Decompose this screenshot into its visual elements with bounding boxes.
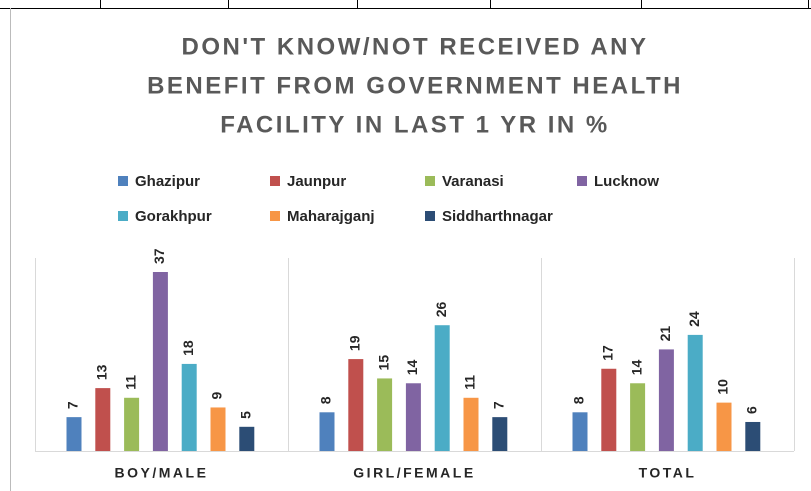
bar <box>658 349 674 451</box>
value-label: 10 <box>715 379 731 395</box>
legend-label: Maharajganj <box>287 208 375 225</box>
x-tick-label: GIRL/FEMALE <box>353 465 475 481</box>
value-label: 14 <box>404 359 420 375</box>
bar <box>181 363 197 451</box>
bar <box>630 383 646 451</box>
legend-swatch <box>270 211 280 221</box>
bar <box>745 421 761 451</box>
bar <box>687 334 703 451</box>
legend-label: Siddharthnagar <box>442 208 553 225</box>
value-label: 8 <box>318 396 334 404</box>
value-label: 15 <box>375 355 391 371</box>
value-label: 17 <box>600 345 616 361</box>
value-label: 13 <box>94 364 110 380</box>
bar <box>66 417 82 451</box>
legend-label: Ghazipur <box>135 173 200 190</box>
value-label: 11 <box>462 375 478 390</box>
bar <box>319 412 335 451</box>
value-label: 24 <box>686 311 702 327</box>
chart-title: BENEFIT FROM GOVERNMENT HEALTH <box>147 72 683 99</box>
bar <box>492 417 508 451</box>
value-label: 18 <box>180 340 196 356</box>
x-tick-label: TOTAL <box>639 465 697 481</box>
legend-label: Gorakhpur <box>135 208 212 225</box>
value-label: 7 <box>65 401 81 409</box>
chart-title: DON'T KNOW/NOT RECEIVED ANY <box>182 33 649 60</box>
value-label: 21 <box>657 326 673 342</box>
bar <box>405 383 421 451</box>
bar <box>601 368 617 451</box>
legend-swatch <box>118 176 128 186</box>
bar <box>95 388 111 451</box>
value-label: 37 <box>151 248 167 264</box>
bar <box>152 272 168 451</box>
bar <box>210 407 226 451</box>
bar <box>239 426 255 451</box>
bar <box>124 397 140 451</box>
chart-title: FACILITY IN LAST 1 YR IN % <box>220 111 610 138</box>
legend-swatch <box>425 211 435 221</box>
value-label: 11 <box>122 375 138 390</box>
bar <box>716 402 732 451</box>
value-label: 9 <box>209 391 225 399</box>
bar <box>377 378 393 451</box>
value-label: 26 <box>433 301 449 317</box>
bar <box>434 325 450 451</box>
value-label: 5 <box>238 411 254 419</box>
legend-swatch <box>270 176 280 186</box>
value-label: 8 <box>571 396 587 404</box>
legend-swatch <box>577 176 587 186</box>
legend-swatch <box>425 176 435 186</box>
legend-label: Jaunpur <box>287 173 346 190</box>
x-tick-label: BOY/MALE <box>115 465 209 481</box>
value-label: 6 <box>744 406 760 414</box>
legend-swatch <box>118 211 128 221</box>
bar <box>572 412 588 451</box>
bar <box>463 397 479 451</box>
bar <box>348 359 364 451</box>
value-label: 14 <box>628 359 644 375</box>
value-label: 7 <box>491 401 507 409</box>
legend-label: Lucknow <box>594 173 659 190</box>
value-label: 19 <box>347 335 363 351</box>
legend-label: Varanasi <box>442 173 504 190</box>
